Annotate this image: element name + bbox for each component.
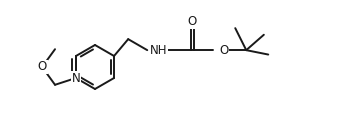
- Text: O: O: [219, 44, 228, 57]
- Text: NH: NH: [149, 44, 167, 57]
- Text: O: O: [37, 60, 47, 74]
- Text: N: N: [72, 72, 80, 85]
- Text: O: O: [188, 15, 197, 28]
